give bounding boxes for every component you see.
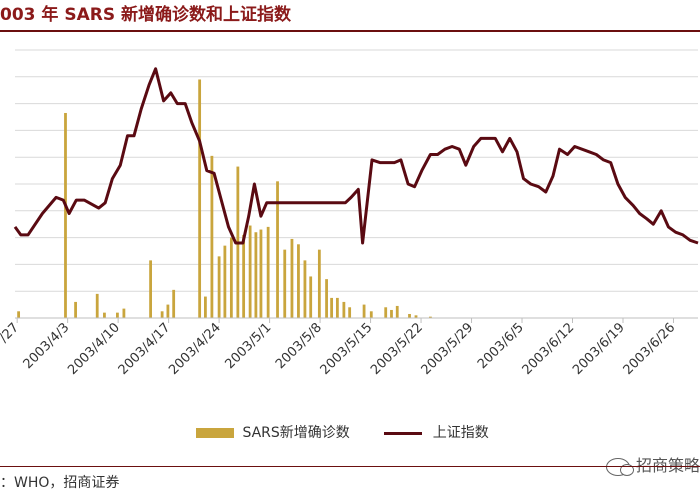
- bar-20: [254, 232, 258, 318]
- legend-label-bars: SARS新增确诊数: [242, 425, 350, 441]
- bar-25: [290, 238, 294, 318]
- bar-6: [122, 308, 126, 318]
- bar-22: [266, 226, 270, 318]
- bar-26: [297, 244, 300, 318]
- bar-5: [116, 312, 119, 318]
- bar-32: [335, 297, 339, 318]
- bar-37: [384, 307, 388, 318]
- bar-10: [172, 289, 176, 318]
- legend: SARS新增确诊数 上证指数: [196, 422, 519, 442]
- x-tick-label: 2003/5/8: [273, 320, 325, 372]
- bar-0: [17, 311, 21, 318]
- bar-40: [408, 313, 411, 318]
- bar-16: [229, 237, 233, 318]
- bar-19: [248, 225, 252, 318]
- x-tick-label: 2003/6/26: [621, 320, 679, 378]
- x-tick-label: 2003/4/17: [116, 320, 174, 378]
- bar-23: [276, 181, 279, 318]
- x-tick-labels: /272003/4/32003/4/102003/4/172003/4/2420…: [0, 320, 678, 378]
- bar-31: [330, 297, 334, 318]
- bar-39: [395, 305, 399, 318]
- x-tick-label: 2003/5/29: [419, 320, 477, 378]
- bar-13: [210, 155, 214, 318]
- bar-28: [309, 276, 313, 318]
- bar-4: [103, 312, 106, 318]
- bar-3: [95, 293, 99, 318]
- bar-34: [348, 307, 352, 318]
- x-axis: [15, 317, 698, 323]
- bar-21: [259, 229, 263, 318]
- bar-11: [198, 79, 202, 318]
- x-tick-label: 2003/6/19: [570, 320, 628, 378]
- chart-title: 003 年 SARS 新增确诊数和上证指数: [0, 5, 291, 25]
- legend-label-line: 上证指数: [432, 425, 489, 441]
- gridlines: [15, 49, 698, 292]
- bar-12: [204, 296, 207, 318]
- x-tick-label: 2003/4/10: [65, 320, 123, 378]
- bar-18: [242, 234, 246, 318]
- bar-38: [390, 309, 393, 318]
- x-tick-label: 2003/5/15: [318, 320, 376, 378]
- bar-7: [149, 260, 152, 318]
- source-rule: [0, 466, 700, 467]
- x-tick-label: 2003/5/22: [368, 320, 426, 378]
- bar-9: [166, 304, 170, 318]
- bar-33: [342, 301, 346, 318]
- x-tick-label: 2003/4/24: [166, 320, 224, 378]
- bar-15: [223, 245, 227, 318]
- bar-36: [369, 311, 373, 318]
- watermark-text: 招商策略: [635, 456, 700, 475]
- x-tick-label: 2003/6/5: [475, 320, 527, 372]
- bar-42: [429, 316, 432, 318]
- bar-series-sars: [17, 79, 432, 318]
- x-tick-label: 2003/4/3: [21, 320, 73, 372]
- source-note: ：WHO，招商证券: [0, 475, 120, 491]
- bar-14: [217, 256, 221, 318]
- title-rule: [0, 30, 700, 32]
- bar-27: [303, 260, 307, 318]
- watermark: 招商策略: [605, 452, 700, 476]
- index-line: [13, 67, 699, 245]
- legend-item-bars: SARS新增确诊数: [196, 422, 350, 442]
- bar-24: [283, 249, 287, 318]
- x-tick-label: /27: [0, 320, 22, 345]
- bar-41: [414, 315, 418, 318]
- x-tick-label: 2003/6/12: [520, 320, 578, 378]
- bar-35: [362, 304, 366, 318]
- legend-item-line: 上证指数: [384, 422, 489, 442]
- bar-29: [317, 249, 321, 318]
- line-series-index: [13, 67, 699, 245]
- legend-swatch-line: [384, 431, 423, 435]
- x-tick-label: 2003/5/1: [223, 320, 275, 372]
- bar-2: [74, 301, 77, 318]
- bar-8: [160, 311, 164, 318]
- bar-1: [64, 112, 67, 318]
- bar-30: [325, 279, 328, 318]
- legend-swatch-bars: [196, 428, 234, 438]
